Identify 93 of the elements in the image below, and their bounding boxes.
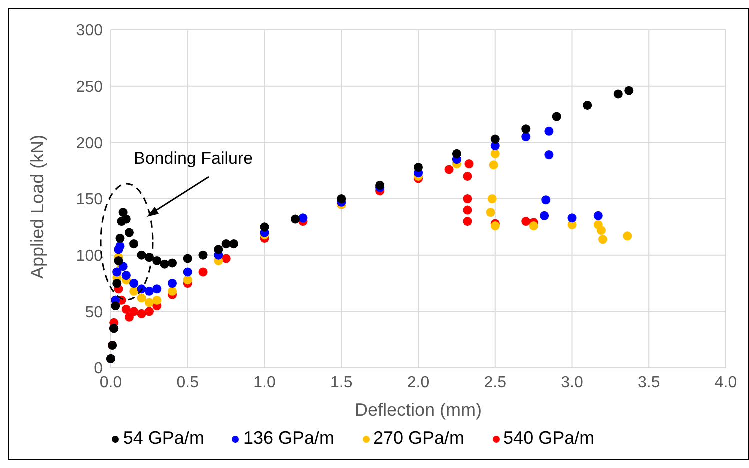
point bbox=[486, 208, 496, 218]
point bbox=[124, 312, 134, 322]
point bbox=[152, 284, 162, 294]
point bbox=[152, 296, 162, 305]
point bbox=[152, 256, 162, 266]
point bbox=[144, 286, 154, 296]
y-tick-label: 50 bbox=[85, 304, 104, 322]
point bbox=[598, 235, 608, 244]
point bbox=[137, 250, 146, 260]
y-tick-label: 150 bbox=[76, 192, 104, 209]
point bbox=[552, 112, 562, 122]
point bbox=[540, 211, 550, 220]
point bbox=[522, 124, 531, 134]
point bbox=[118, 208, 128, 218]
point bbox=[544, 126, 554, 136]
point bbox=[376, 180, 385, 190]
point bbox=[124, 228, 134, 238]
point bbox=[444, 165, 454, 174]
y-tick-label: 250 bbox=[76, 79, 104, 96]
point bbox=[464, 160, 474, 169]
legend-label: 270 GPa/m bbox=[374, 428, 465, 448]
point bbox=[144, 307, 154, 316]
point bbox=[130, 278, 139, 288]
point bbox=[260, 222, 270, 232]
point bbox=[544, 150, 554, 160]
legend-label: 540 GPa/m bbox=[504, 428, 595, 448]
x-tick-label: 1.0 bbox=[254, 374, 276, 392]
point bbox=[229, 240, 239, 249]
point bbox=[522, 217, 531, 226]
point bbox=[624, 86, 634, 96]
y-tick-label: 200 bbox=[76, 135, 104, 152]
point bbox=[594, 211, 603, 220]
point bbox=[463, 217, 472, 226]
point bbox=[130, 240, 139, 249]
point bbox=[130, 286, 139, 296]
point bbox=[623, 232, 632, 241]
point bbox=[490, 222, 500, 231]
legend-label: 136 GPa/m bbox=[243, 428, 334, 448]
point bbox=[529, 222, 538, 231]
point bbox=[490, 134, 500, 144]
point bbox=[542, 196, 551, 205]
legend-label: 54 GPa/m bbox=[123, 428, 204, 448]
point bbox=[137, 309, 146, 318]
point bbox=[568, 214, 577, 223]
x-tick-label: 2.0 bbox=[407, 374, 430, 392]
point bbox=[222, 240, 231, 249]
point bbox=[488, 194, 497, 204]
point bbox=[614, 90, 623, 99]
point bbox=[337, 194, 346, 204]
x-tick-label: 1.5 bbox=[330, 374, 353, 392]
y-tick-label: 300 bbox=[76, 22, 104, 40]
point bbox=[452, 149, 462, 158]
y-axis-title: Applied Load (kN) bbox=[27, 134, 48, 279]
point bbox=[214, 245, 224, 254]
point bbox=[414, 162, 424, 172]
x-axis-title: Deflection (mm) bbox=[354, 400, 482, 420]
point bbox=[168, 278, 178, 288]
x-tick-label: 2.5 bbox=[484, 374, 507, 392]
point bbox=[290, 214, 300, 224]
point bbox=[122, 304, 131, 314]
point bbox=[168, 286, 178, 296]
point bbox=[112, 278, 122, 288]
point bbox=[130, 307, 139, 316]
point bbox=[137, 294, 146, 303]
point bbox=[463, 194, 472, 204]
x-tick-label: 0.5 bbox=[176, 374, 200, 392]
point bbox=[122, 271, 131, 280]
point bbox=[489, 160, 498, 170]
point bbox=[160, 260, 170, 269]
point bbox=[198, 250, 208, 260]
point bbox=[122, 214, 131, 224]
point bbox=[463, 206, 472, 215]
point bbox=[490, 149, 500, 158]
point bbox=[583, 100, 592, 110]
point bbox=[116, 234, 125, 243]
point bbox=[298, 214, 308, 223]
point bbox=[144, 298, 154, 308]
point bbox=[114, 256, 124, 266]
point bbox=[522, 132, 531, 142]
x-tick-label: 4.0 bbox=[714, 374, 738, 392]
point bbox=[596, 226, 606, 236]
annotation: Bonding Failure bbox=[134, 149, 254, 169]
point bbox=[222, 254, 231, 264]
x-tick-label: 3.0 bbox=[561, 374, 584, 392]
point bbox=[183, 276, 192, 285]
point bbox=[198, 268, 208, 277]
point bbox=[168, 258, 178, 268]
point bbox=[116, 242, 125, 251]
x-tick-label: 3.5 bbox=[638, 374, 660, 392]
point bbox=[463, 172, 472, 181]
point bbox=[183, 254, 192, 264]
point bbox=[183, 268, 192, 277]
point bbox=[111, 302, 120, 311]
